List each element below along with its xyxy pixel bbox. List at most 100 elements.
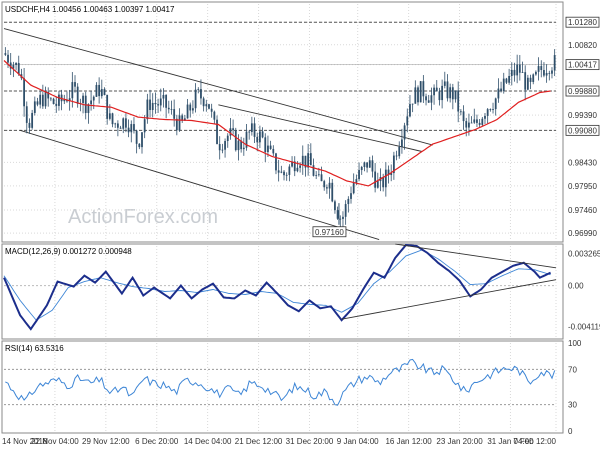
- macd-lines: [3, 243, 552, 331]
- candle-body: [291, 161, 293, 167]
- candle-body: [232, 128, 235, 131]
- candle-body: [165, 94, 168, 108]
- candle-body: [92, 96, 95, 101]
- x-tick-label: 22 Nov 04:00: [31, 437, 79, 446]
- candle-body: [551, 70, 553, 74]
- candle-body: [363, 162, 366, 167]
- candle-body: [250, 123, 253, 132]
- candle-body: [427, 100, 430, 103]
- candle-body: [288, 166, 291, 175]
- watermark: ActionForex.com: [68, 206, 218, 228]
- candle-body: [476, 119, 478, 123]
- candle-body: [443, 81, 446, 86]
- candle-body: [197, 89, 200, 90]
- candle-body: [433, 87, 435, 96]
- candle-body: [376, 181, 379, 188]
- candle-body: [205, 104, 208, 107]
- candle-body: [17, 62, 20, 75]
- x-tick-label: 16 Jan 12:00: [385, 437, 432, 446]
- candle-body: [39, 94, 42, 105]
- candle-body: [242, 147, 245, 150]
- candle-body: [141, 132, 143, 148]
- candle-body: [173, 109, 176, 119]
- candle-body: [9, 62, 12, 69]
- candle-body: [446, 81, 449, 99]
- candle-body: [47, 91, 50, 99]
- candle-body: [543, 70, 545, 76]
- x-tick-label: 23 Jan 20:00: [436, 437, 483, 446]
- candle-body: [178, 115, 181, 131]
- candle-body: [237, 140, 240, 151]
- candle-body: [226, 135, 229, 142]
- candle-body: [366, 162, 368, 168]
- candle-body: [548, 72, 551, 74]
- candle-body: [133, 124, 135, 131]
- candle-body: [360, 166, 363, 171]
- moving-average: [3, 60, 551, 187]
- candle-body: [15, 62, 17, 65]
- candle-body: [304, 155, 307, 168]
- candle-body: [7, 54, 9, 63]
- candle-body: [189, 104, 192, 111]
- candle-body: [283, 171, 285, 176]
- candle-body: [481, 118, 484, 125]
- candle-body: [125, 118, 127, 128]
- x-tick-label: 7 Feb 12:00: [513, 437, 556, 446]
- candle-body: [224, 141, 226, 150]
- candle-body: [532, 74, 535, 82]
- price-tick-label: 0.96990: [568, 229, 597, 238]
- candle-body: [74, 82, 76, 87]
- candle-body: [468, 122, 470, 128]
- candle-body: [103, 89, 106, 95]
- candle-body: [111, 113, 114, 125]
- candle-body: [406, 116, 409, 126]
- candle-body: [371, 160, 374, 172]
- candle-body: [526, 77, 529, 90]
- candle-body: [200, 89, 202, 99]
- candle-body: [277, 170, 280, 173]
- rsi-y-axis: 100 70 30 0: [568, 339, 582, 436]
- candle-body: [355, 179, 358, 183]
- macd-trendline: [341, 279, 557, 320]
- rsi-line: [5, 358, 556, 406]
- candle-body: [63, 99, 66, 102]
- x-tick-label: 29 Nov 12:00: [82, 437, 130, 446]
- candle-body: [240, 140, 243, 150]
- candle-body: [339, 218, 342, 220]
- candle-body: [350, 193, 352, 199]
- candle-body: [382, 177, 385, 188]
- candle-body: [175, 118, 178, 131]
- candle-body: [234, 130, 237, 151]
- x-tick-label: 31 Dec 20:00: [286, 437, 334, 446]
- candle-body: [473, 119, 476, 123]
- macd-trendline: [395, 243, 557, 269]
- candle-body: [33, 101, 36, 113]
- x-tick-label: 9 Jan 04:00: [337, 437, 379, 446]
- rsi-tick-label: 30: [568, 401, 577, 410]
- price-tick-label: 1.00820: [568, 41, 597, 50]
- candle-body: [95, 84, 98, 97]
- price-tick-label: 0.97950: [568, 182, 597, 191]
- candle-body: [138, 143, 141, 148]
- candle-body: [221, 149, 224, 151]
- candle-body: [114, 123, 117, 125]
- candle-body: [154, 102, 157, 105]
- candle-body: [68, 98, 71, 102]
- candle-body: [267, 145, 269, 153]
- price-tick-label: 0.98430: [568, 158, 597, 167]
- candle-body: [299, 165, 301, 168]
- candle-body: [317, 174, 320, 176]
- candle-body: [202, 98, 205, 107]
- candle-body: [28, 122, 31, 128]
- candle-body: [459, 111, 462, 113]
- candle-body: [49, 98, 52, 100]
- price-tick-label: 1.00417: [568, 61, 597, 70]
- candle-body: [309, 153, 312, 166]
- candle-body: [478, 122, 481, 125]
- candle-body: [510, 69, 513, 76]
- candle-body: [100, 89, 103, 97]
- candle-body: [535, 71, 537, 75]
- candle-body: [151, 102, 154, 111]
- candle-body: [312, 165, 315, 176]
